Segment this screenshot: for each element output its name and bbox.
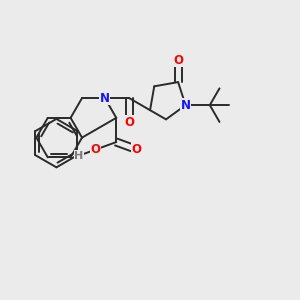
Text: O: O bbox=[132, 143, 142, 156]
Text: N: N bbox=[181, 99, 190, 112]
Text: N: N bbox=[100, 92, 110, 105]
Text: O: O bbox=[124, 116, 134, 129]
Text: O: O bbox=[91, 143, 101, 156]
Text: H: H bbox=[74, 151, 83, 161]
Text: O: O bbox=[173, 54, 183, 67]
